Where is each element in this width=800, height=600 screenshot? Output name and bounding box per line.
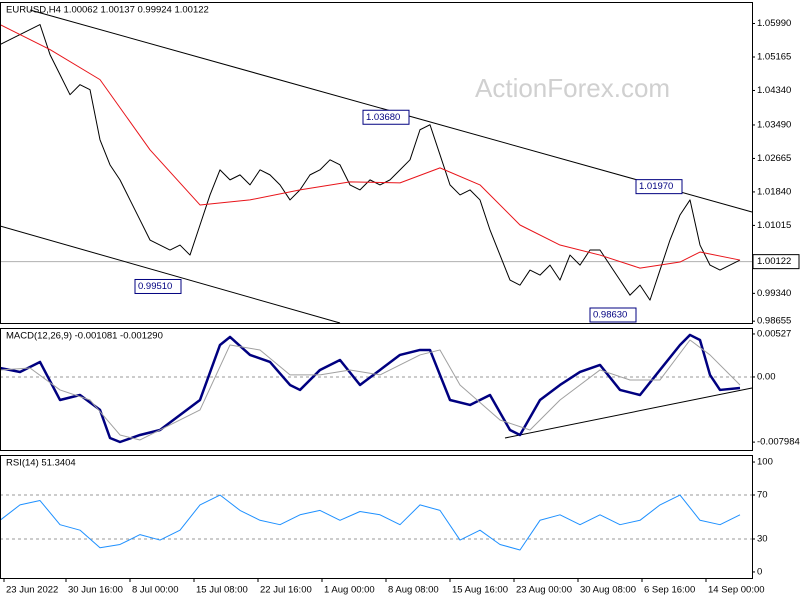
- annotation-label: 0.98630: [593, 310, 627, 321]
- y-tick-label: 1.02665: [757, 153, 791, 164]
- y-tick-label: 0.00527: [757, 328, 791, 339]
- series-line: [0, 24, 741, 269]
- y-tick-label: 1.05165: [757, 52, 791, 63]
- annotation-box: [134, 278, 182, 294]
- x-tick-label: 8 Aug 08:00: [388, 585, 439, 596]
- y-tick-label: 1.01840: [757, 186, 791, 197]
- annotation-box: [635, 179, 683, 195]
- panel-title: RSI(14) 51.3404: [6, 458, 76, 469]
- x-tick-label: 22 Jul 16:00: [260, 585, 312, 596]
- annotation-label: 1.03680: [366, 112, 400, 123]
- x-tick-label: 23 Jun 2022: [6, 585, 58, 596]
- x-tick-label: 15 Jul 08:00: [196, 585, 248, 596]
- annotation-box: [362, 109, 410, 125]
- series-line: [0, 24, 741, 301]
- x-tick-label: 30 Aug 08:00: [580, 585, 636, 596]
- panel-frame: [0, 2, 753, 324]
- x-tick-label: 23 Aug 00:00: [516, 585, 572, 596]
- annotation-box: [589, 307, 637, 323]
- panel-frame: [0, 328, 753, 451]
- x-tick-label: 6 Sep 16:00: [644, 585, 695, 596]
- y-tick-label: 70: [757, 490, 768, 501]
- panel-title: MACD(12,26,9) -0.001081 -0.001290: [6, 331, 163, 342]
- annotation-label: 0.99510: [138, 281, 172, 292]
- x-tick-label: 30 Jun 16:00: [68, 585, 123, 596]
- y-tick-label: 1.03490: [757, 119, 791, 130]
- annotation-label: 1.01970: [639, 181, 673, 192]
- x-tick-label: 1 Aug 00:00: [324, 585, 375, 596]
- series-line: [0, 333, 741, 444]
- panel-title: EURUSD,H4 1.00062 1.00137 0.99924 1.0012…: [6, 5, 209, 16]
- trendline: [504, 387, 753, 439]
- y-tick-label: 1.01015: [757, 220, 791, 231]
- y-tick-label: 0: [757, 566, 762, 577]
- watermark: ActionForex.com: [475, 73, 670, 103]
- y-tick-label: -0.007984: [757, 437, 800, 448]
- y-tick-label: 0.99340: [757, 288, 791, 299]
- y-tick-label: 1.04340: [757, 85, 791, 96]
- y-tick-label: 0.98655: [757, 316, 791, 327]
- series-line: [0, 494, 741, 551]
- current-price-label: 1.00122: [757, 256, 791, 267]
- x-tick-label: 8 Jul 00:00: [132, 585, 178, 596]
- y-tick-label: 30: [757, 533, 768, 544]
- x-tick-label: 15 Aug 16:00: [452, 585, 508, 596]
- y-tick-label: 0.00: [757, 371, 776, 382]
- x-tick-label: 14 Sep 00:00: [708, 585, 765, 596]
- y-tick-label: 100: [757, 457, 773, 468]
- panel-frame: [0, 455, 753, 579]
- y-tick-label: 1.05990: [757, 18, 791, 29]
- trendline: [0, 225, 341, 324]
- series-line: [0, 339, 741, 441]
